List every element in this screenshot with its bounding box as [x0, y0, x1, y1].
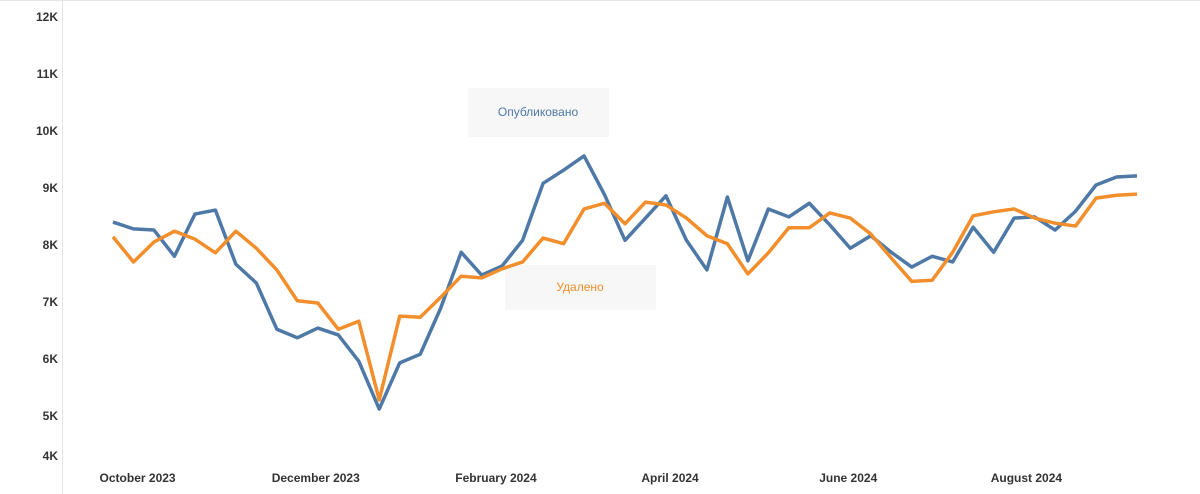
- x-tick-label: February 2024: [455, 471, 537, 485]
- x-tick-label: April 2024: [641, 471, 699, 485]
- y-tick-label: 6K: [43, 352, 59, 366]
- x-tick-label: December 2023: [272, 471, 360, 485]
- x-tick-label: August 2024: [991, 471, 1063, 485]
- y-tick-label: 7K: [43, 295, 59, 309]
- annotation-box: [468, 88, 609, 137]
- line-series: [112, 154, 1138, 411]
- annotation-box: [505, 265, 656, 310]
- x-tick-label: June 2024: [819, 471, 877, 485]
- y-tick-label: 4K: [43, 449, 59, 463]
- y-tick-label: 10K: [36, 124, 58, 138]
- y-tick-label: 12K: [36, 10, 58, 24]
- y-tick-label: 9K: [43, 181, 59, 195]
- y-tick-label: 5K: [43, 409, 59, 423]
- series-annotation: Опубликовано: [498, 105, 579, 119]
- series-annotation: Удалено: [556, 280, 604, 294]
- y-tick-label: 11K: [37, 67, 59, 81]
- line-series: [111, 192, 1138, 402]
- y-tick-label: 8K: [43, 238, 59, 252]
- x-tick-label: October 2023: [100, 471, 176, 485]
